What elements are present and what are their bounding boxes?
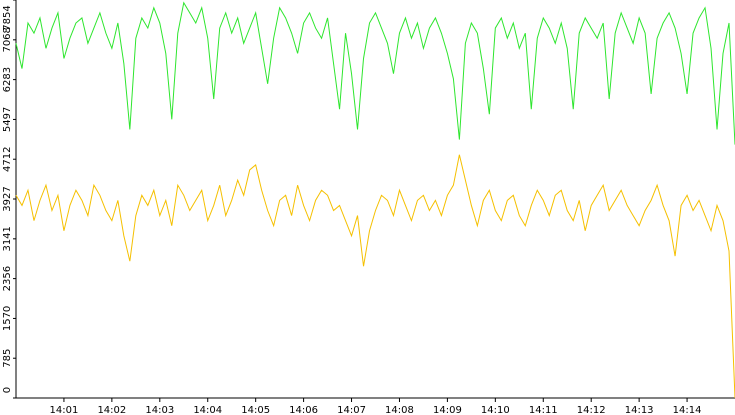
- y-tick-label: 5497: [2, 107, 13, 132]
- series-line: [15, 1, 735, 145]
- x-tick-label: 14:07: [337, 405, 366, 415]
- x-tick-label: 14:04: [193, 405, 222, 415]
- x-tick-label: 14:13: [625, 405, 654, 415]
- y-tick-label: 4712: [2, 146, 13, 171]
- y-tick-label: 3927: [2, 186, 13, 211]
- y-tick-label: 2356: [2, 266, 13, 291]
- y-tick-label: 7854: [2, 5, 13, 30]
- series-line: [15, 154, 735, 399]
- x-tick-label: 14:02: [97, 405, 126, 415]
- x-tick-label: 14:05: [241, 405, 270, 415]
- x-tick-label: 14:03: [145, 405, 174, 415]
- y-tick-label: 1570: [2, 306, 13, 331]
- x-tick-label: 14:11: [529, 405, 558, 415]
- x-tick-label: 14:09: [433, 405, 462, 415]
- x-tick-label: 14:12: [577, 405, 606, 415]
- x-tick-label: 14:06: [289, 405, 318, 415]
- y-tick-label: 3141: [2, 226, 13, 251]
- y-tick-label: 6283: [2, 67, 13, 92]
- x-tick-label: 14:10: [481, 405, 510, 415]
- y-tick-label: 7068: [2, 27, 13, 52]
- x-tick-label: 14:08: [385, 405, 414, 415]
- x-tick-label: 14:14: [673, 405, 702, 415]
- y-tick-label: 785: [2, 349, 13, 368]
- x-tick-label: 14:01: [50, 405, 79, 415]
- y-tick-label: 0: [2, 387, 13, 393]
